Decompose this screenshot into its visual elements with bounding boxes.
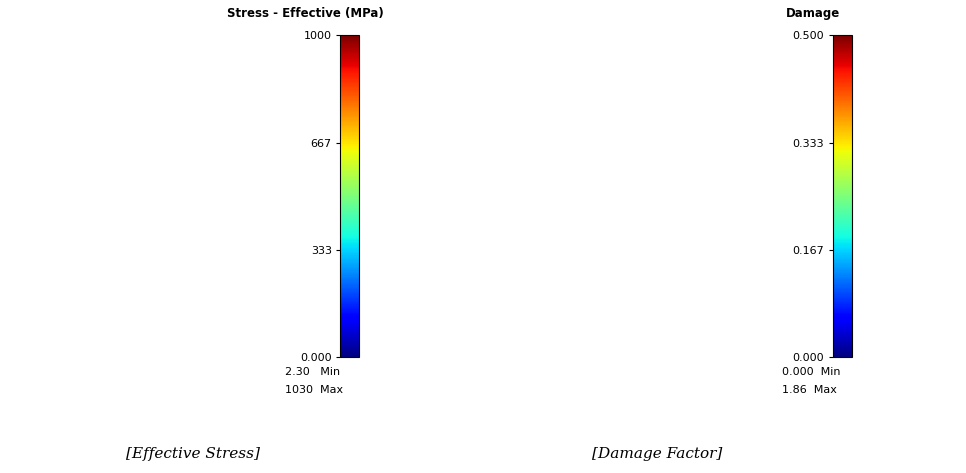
Title: Stress - Effective (MPa): Stress - Effective (MPa) bbox=[227, 7, 384, 20]
Text: 0.000  Min: 0.000 Min bbox=[782, 367, 841, 377]
Title: Damage: Damage bbox=[786, 7, 840, 20]
Text: [Damage Factor]: [Damage Factor] bbox=[592, 447, 722, 461]
Text: [Effective Stress]: [Effective Stress] bbox=[127, 447, 260, 461]
Text: 2.30   Min: 2.30 Min bbox=[285, 367, 340, 377]
Text: 1.86  Max: 1.86 Max bbox=[782, 385, 838, 395]
Text: 1030  Max: 1030 Max bbox=[285, 385, 343, 395]
